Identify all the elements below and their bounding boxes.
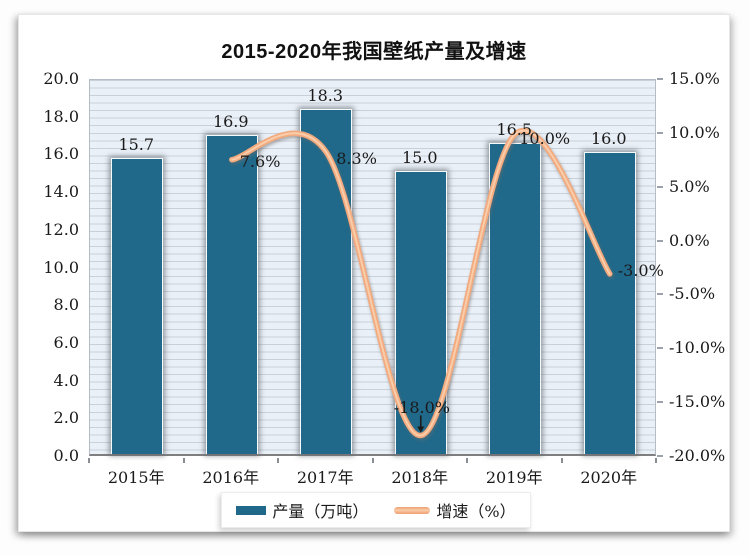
right-axis-tick: 15.0% bbox=[669, 69, 720, 88]
bar-value-label: 16.0 bbox=[590, 129, 627, 149]
x-axis-label-2017年: 2017年 bbox=[296, 468, 354, 487]
x-axis-tickmark bbox=[277, 458, 279, 463]
left-axis-tick: 12.0 bbox=[43, 219, 79, 239]
bar-swatch-icon bbox=[236, 505, 267, 515]
x-axis-label-2018年: 2018年 bbox=[391, 468, 449, 487]
legend-item: 产量（万吨） bbox=[236, 498, 368, 522]
right-axis-tick: 5.0% bbox=[669, 176, 710, 196]
legend-item: 增速（%） bbox=[394, 498, 516, 522]
left-axis-tick: 2.0 bbox=[53, 408, 79, 428]
left-axis-tick: 8.0 bbox=[53, 295, 79, 315]
right-axis-tickmark bbox=[657, 78, 663, 80]
x-axis-label-2016年: 2016年 bbox=[202, 468, 260, 487]
x-axis-tickmark bbox=[182, 458, 185, 463]
left-axis-tick: 10.0 bbox=[43, 257, 79, 277]
x-axis-label-2019年: 2019年 bbox=[485, 468, 543, 487]
right-axis-tickmark bbox=[657, 401, 663, 404]
plot-area: 7.6% 8.3% -18.0% 10.0% -3.0% bbox=[89, 79, 664, 456]
bar-value-label: 16.9 bbox=[212, 112, 249, 132]
bar-value-label: 15.7 bbox=[118, 135, 155, 155]
right-axis-tickmark bbox=[657, 131, 663, 134]
bar-2020年 bbox=[583, 152, 636, 454]
bar-value-label: 16.5 bbox=[496, 119, 533, 139]
x-axis-tickmark bbox=[655, 458, 657, 463]
right-axis-tickmark bbox=[657, 455, 663, 457]
bar-2019年 bbox=[489, 142, 542, 454]
left-axis-tick: 4.0 bbox=[53, 370, 79, 390]
left-axis-tick: 14.0 bbox=[43, 182, 79, 202]
right-axis-tickmark bbox=[657, 293, 663, 296]
legend: 产量（万吨） 增速（%） bbox=[221, 492, 531, 528]
left-axis-tick: 18.0 bbox=[43, 106, 79, 126]
x-axis-tickmark bbox=[371, 458, 374, 463]
bar-2015年 bbox=[111, 158, 164, 454]
line-value-label: 7.6% bbox=[239, 151, 281, 171]
chart-card: 2015-2020年我国壁纸产量及增速 20.0 18.0 16.0 14.0 12.0… bbox=[18, 14, 730, 532]
chart-title: 2015-2020年我国壁纸产量及增速 bbox=[221, 41, 527, 63]
bar-2016年 bbox=[205, 135, 258, 454]
right-axis-tickmark bbox=[657, 347, 663, 350]
left-axis-tick: 0.0 bbox=[53, 446, 79, 465]
bar-value-label: 18.3 bbox=[307, 86, 344, 106]
x-axis-label-2015年: 2015年 bbox=[107, 468, 165, 487]
left-axis-tick: 6.0 bbox=[53, 332, 79, 352]
right-axis-tick: -15.0% bbox=[669, 392, 726, 412]
x-axis-label-2020年: 2020年 bbox=[580, 468, 638, 487]
right-axis-tick: -20.0% bbox=[669, 446, 726, 465]
legend-label: 增速（%） bbox=[436, 502, 516, 521]
right-axis-tick: -5.0% bbox=[669, 284, 716, 304]
x-axis-tickmark bbox=[560, 458, 563, 463]
line-swatch-icon bbox=[394, 506, 431, 514]
bar-value-label: 15.0 bbox=[401, 148, 438, 168]
left-axis-tick: 20.0 bbox=[43, 69, 79, 88]
left-axis-tick: 16.0 bbox=[43, 144, 79, 164]
right-axis-tickmark bbox=[657, 185, 663, 188]
x-axis-tickmark bbox=[88, 458, 90, 463]
right-axis-tick: 10.0% bbox=[669, 122, 720, 142]
right-axis-tickmark bbox=[657, 239, 663, 242]
line-value-label: 10.0% bbox=[519, 128, 571, 148]
line-value-label: -3.0% bbox=[617, 260, 664, 280]
x-axis-tickmark bbox=[466, 458, 468, 463]
right-axis-tick: 0.0% bbox=[669, 230, 710, 250]
right-axis-tick: -10.0% bbox=[669, 338, 726, 358]
line-value-label: -18.0% bbox=[393, 398, 450, 418]
line-value-label: 8.3% bbox=[336, 149, 377, 169]
legend-label: 产量（万吨） bbox=[272, 502, 369, 521]
